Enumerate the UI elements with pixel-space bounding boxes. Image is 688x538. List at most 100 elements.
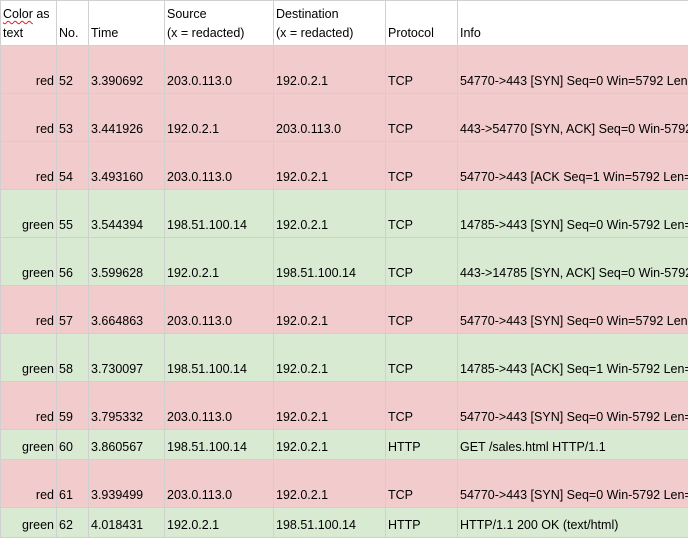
header-protocol[interactable]: Protocol	[386, 1, 458, 46]
info-cell[interactable]: 14785->443 [ACK] Seq=1 Win-5792 Len=120.…	[458, 334, 688, 382]
time-cell[interactable]: 3.599628	[89, 238, 165, 286]
protocol-cell[interactable]: TCP	[386, 190, 458, 238]
protocol-cell[interactable]: TCP	[386, 286, 458, 334]
color-cell[interactable]: red	[1, 460, 57, 508]
color-cell[interactable]: green	[1, 430, 57, 460]
time-cell[interactable]: 3.730097	[89, 334, 165, 382]
header-no[interactable]: No.	[57, 1, 89, 46]
number-cell[interactable]: 58	[57, 334, 89, 382]
source-cell[interactable]: 203.0.113.0	[165, 382, 274, 430]
source-cell[interactable]: 198.51.100.14	[165, 190, 274, 238]
color-cell[interactable]: green	[1, 238, 57, 286]
destination-cell[interactable]: 198.51.100.14	[274, 508, 386, 538]
number-cell[interactable]: 60	[57, 430, 89, 460]
number-cell[interactable]: 61	[57, 460, 89, 508]
destination-cell[interactable]: 192.0.2.1	[274, 430, 386, 460]
time-cell[interactable]: 4.018431	[89, 508, 165, 538]
number-cell[interactable]: 59	[57, 382, 89, 430]
color-cell[interactable]: green	[1, 190, 57, 238]
number-cell[interactable]: 53	[57, 94, 89, 142]
source-cell[interactable]: 198.51.100.14	[165, 334, 274, 382]
time-cell[interactable]: 3.939499	[89, 460, 165, 508]
color-cell[interactable]: red	[1, 142, 57, 190]
info-cell[interactable]: 54770->443 [SYN] Seq=0 Win=5792 Len=0...	[458, 286, 688, 334]
color-cell[interactable]: red	[1, 94, 57, 142]
source-cell[interactable]: 192.0.2.1	[165, 238, 274, 286]
source-cell[interactable]: 203.0.113.0	[165, 460, 274, 508]
destination-cell[interactable]: 203.0.113.0	[274, 94, 386, 142]
color-cell[interactable]: red	[1, 46, 57, 94]
header-source-label: Source	[167, 7, 207, 21]
number-cell[interactable]: 62	[57, 508, 89, 538]
destination-cell[interactable]: 192.0.2.1	[274, 142, 386, 190]
source-cell[interactable]: 192.0.2.1	[165, 94, 274, 142]
protocol-cell[interactable]: HTTP	[386, 430, 458, 460]
info-cell[interactable]: 54770->443 [SYN] Seq=0 Win-5792 Len=120.…	[458, 382, 688, 430]
destination-cell[interactable]: 192.0.2.1	[274, 334, 386, 382]
protocol-cell[interactable]: TCP	[386, 94, 458, 142]
source-cell[interactable]: 203.0.113.0	[165, 286, 274, 334]
destination-cell[interactable]: 192.0.2.1	[274, 286, 386, 334]
source-cell[interactable]: 203.0.113.0	[165, 142, 274, 190]
destination-cell[interactable]: 192.0.2.1	[274, 46, 386, 94]
destination-cell[interactable]: 192.0.2.1	[274, 460, 386, 508]
protocol-cell[interactable]: TCP	[386, 460, 458, 508]
destination-cell[interactable]: 198.51.100.14	[274, 238, 386, 286]
protocol-cell[interactable]: TCP	[386, 142, 458, 190]
info-cell[interactable]: 54770->443 [ACK Seq=1 Win=5792 Len=0...	[458, 142, 688, 190]
color-cell[interactable]: green	[1, 334, 57, 382]
destination-cell[interactable]: 192.0.2.1	[274, 190, 386, 238]
protocol-cell[interactable]: TCP	[386, 334, 458, 382]
number-cell[interactable]: 56	[57, 238, 89, 286]
info-cell[interactable]: HTTP/1.1 200 OK (text/html)	[458, 508, 688, 538]
number-cell[interactable]: 54	[57, 142, 89, 190]
source-cell[interactable]: 192.0.2.1	[165, 508, 274, 538]
time-cell[interactable]: 3.544394	[89, 190, 165, 238]
info-cell[interactable]: GET /sales.html HTTP/1.1	[458, 430, 688, 460]
time-cell[interactable]: 3.664863	[89, 286, 165, 334]
source-cell[interactable]: 203.0.113.0	[165, 46, 274, 94]
protocol-cell[interactable]: TCP	[386, 238, 458, 286]
time-cell[interactable]: 3.390692	[89, 46, 165, 94]
header-source[interactable]: Source (x = redacted)	[165, 1, 274, 46]
number-cell[interactable]: 55	[57, 190, 89, 238]
time-cell[interactable]: 3.493160	[89, 142, 165, 190]
info-cell[interactable]: 443->14785 [SYN, ACK] Seq=0 Win-5792 Len…	[458, 238, 688, 286]
info-cell[interactable]: 443->54770 [SYN, ACK] Seq=0 Win-5792 Len…	[458, 94, 688, 142]
destination-cell[interactable]: 192.0.2.1	[274, 382, 386, 430]
protocol-cell[interactable]: TCP	[386, 382, 458, 430]
info-cell[interactable]: 54770->443 [SYN] Seq=0 Win-5792 Len=120.…	[458, 460, 688, 508]
source-cell[interactable]: 198.51.100.14	[165, 430, 274, 460]
protocol-cell[interactable]: HTTP	[386, 508, 458, 538]
info-cell[interactable]: 54770->443 [SYN] Seq=0 Win=5792 Len=0...	[458, 46, 688, 94]
time-cell[interactable]: 3.860567	[89, 430, 165, 460]
number-cell[interactable]: 52	[57, 46, 89, 94]
header-time[interactable]: Time	[89, 1, 165, 46]
header-info[interactable]: Info	[458, 1, 688, 46]
color-cell[interactable]: red	[1, 382, 57, 430]
header-destination[interactable]: Destination(x = redacted)	[274, 1, 386, 46]
protocol-cell[interactable]: TCP	[386, 46, 458, 94]
color-cell[interactable]: red	[1, 286, 57, 334]
number-cell[interactable]: 57	[57, 286, 89, 334]
header-color-as: as	[33, 7, 50, 21]
time-cell[interactable]: 3.441926	[89, 94, 165, 142]
info-cell[interactable]: 14785->443 [SYN] Seq=0 Win-5792 Len=120.…	[458, 190, 688, 238]
color-cell[interactable]: green	[1, 508, 57, 538]
time-cell[interactable]: 3.795332	[89, 382, 165, 430]
header-source-note: (x = redacted)	[167, 26, 244, 40]
